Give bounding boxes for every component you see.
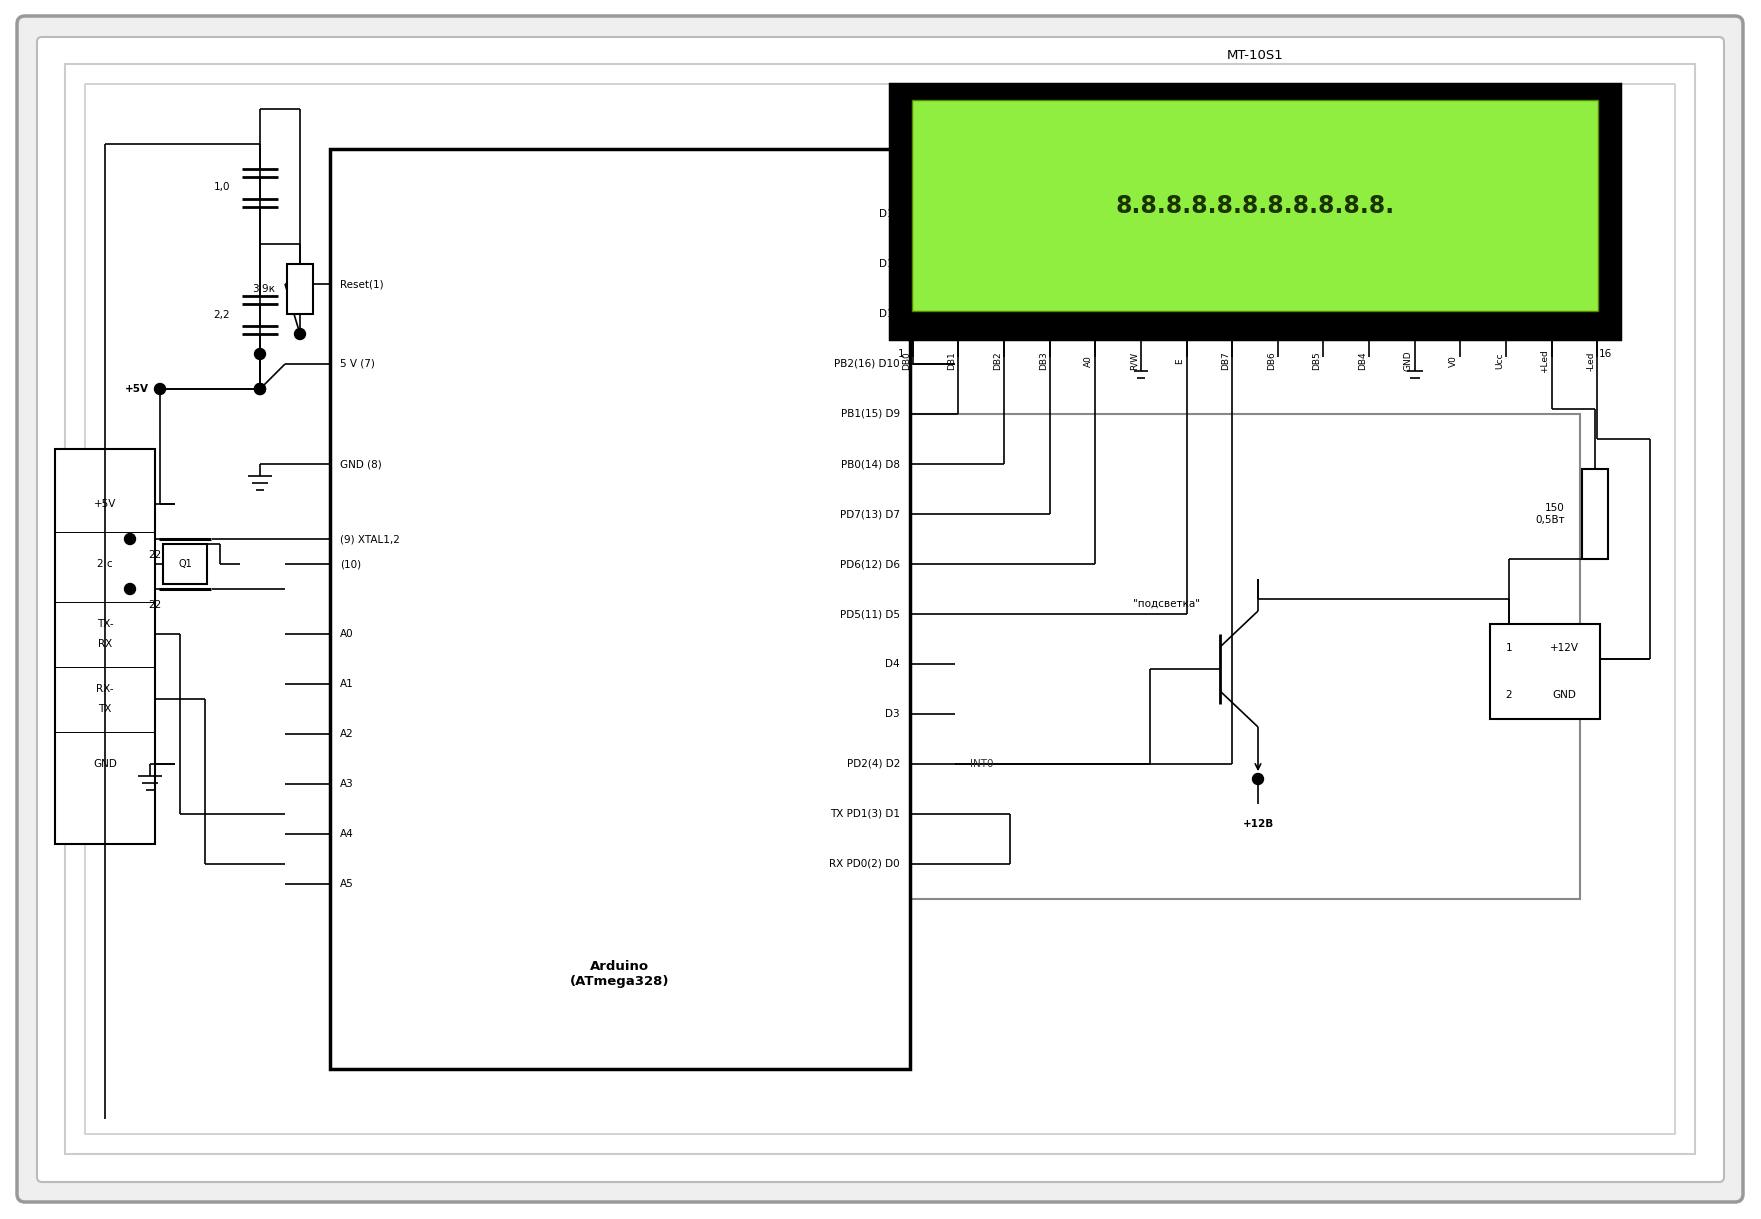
Circle shape: [125, 584, 136, 595]
Text: PB0(14) D8: PB0(14) D8: [842, 460, 900, 469]
Bar: [650, 414, 1580, 898]
Text: DB1: DB1: [947, 351, 956, 371]
Text: DB0: DB0: [902, 351, 910, 371]
Text: V0: V0: [1449, 355, 1458, 367]
Text: D3: D3: [886, 709, 900, 719]
Bar: [85, 84, 1675, 1134]
Text: +12V: +12V: [1550, 642, 1578, 653]
FancyBboxPatch shape: [37, 37, 1724, 1182]
Text: Q1: Q1: [178, 560, 192, 569]
Bar: [287, 265, 313, 315]
Text: PB1(15) D9: PB1(15) D9: [840, 410, 900, 419]
Text: GND (8): GND (8): [340, 460, 382, 469]
Text: RX PD0(2) D0: RX PD0(2) D0: [829, 859, 900, 869]
Circle shape: [255, 349, 266, 360]
Text: RX: RX: [99, 639, 113, 649]
Text: A5: A5: [340, 879, 354, 889]
Bar: [329, 149, 910, 1069]
Text: D13: D13: [879, 208, 900, 219]
Text: 150
0,5Вт: 150 0,5Вт: [1536, 503, 1566, 525]
Text: +5V: +5V: [93, 499, 116, 510]
Text: D4: D4: [886, 659, 900, 669]
Text: R/W: R/W: [1131, 352, 1139, 371]
Text: 22: 22: [148, 550, 162, 560]
Text: +12В: +12В: [1242, 819, 1273, 829]
Text: DB2: DB2: [993, 352, 1002, 371]
Bar: [164, 544, 208, 584]
FancyBboxPatch shape: [18, 16, 1743, 1202]
Bar: [1490, 624, 1601, 719]
Text: PD6(12) D6: PD6(12) D6: [840, 560, 900, 569]
Circle shape: [255, 384, 266, 395]
Text: 1: 1: [898, 349, 905, 360]
Text: 5 V (7): 5 V (7): [340, 360, 375, 369]
Text: 3,9к: 3,9к: [252, 284, 275, 294]
Text: TX: TX: [99, 705, 111, 714]
Circle shape: [125, 534, 136, 545]
Text: +5V: +5V: [125, 384, 150, 394]
Text: GND: GND: [1404, 351, 1412, 372]
Text: Arduino
(ATmega328): Arduino (ATmega328): [571, 961, 669, 989]
Text: A2: A2: [340, 729, 354, 739]
Text: Reset(1): Reset(1): [340, 279, 384, 289]
Text: (9) XTAL1,2: (9) XTAL1,2: [340, 534, 400, 544]
Text: PB2(16) D10: PB2(16) D10: [835, 360, 900, 369]
Circle shape: [155, 384, 166, 395]
Text: Ucc: Ucc: [1495, 352, 1504, 369]
Text: PD7(13) D7: PD7(13) D7: [840, 510, 900, 519]
Text: INT0: INT0: [970, 759, 993, 769]
Text: TX PD1(3) D1: TX PD1(3) D1: [829, 809, 900, 819]
Text: RX-: RX-: [97, 684, 114, 694]
Text: PD5(11) D5: PD5(11) D5: [840, 610, 900, 619]
Text: 1,0: 1,0: [213, 182, 231, 193]
Text: DB5: DB5: [1312, 351, 1321, 371]
Text: A1: A1: [340, 679, 354, 689]
Text: D11: D11: [879, 308, 900, 319]
Text: DB3: DB3: [1039, 351, 1048, 371]
Text: 16: 16: [1599, 349, 1611, 360]
Text: "подсветка": "подсветка": [1132, 599, 1199, 610]
Text: GND: GND: [93, 759, 116, 769]
Text: A3: A3: [340, 779, 354, 789]
Bar: [912, 100, 1597, 311]
Bar: [889, 84, 1620, 339]
Text: (10): (10): [340, 560, 361, 569]
Text: D12: D12: [879, 258, 900, 269]
Text: 2: 2: [1506, 690, 1513, 700]
Bar: [1581, 469, 1608, 560]
Text: 1: 1: [1506, 642, 1513, 653]
Text: 2 с: 2 с: [97, 560, 113, 569]
Text: DB4: DB4: [1358, 352, 1367, 371]
Text: A4: A4: [340, 829, 354, 839]
Text: -Led: -Led: [1587, 351, 1595, 371]
Text: GND: GND: [1551, 690, 1576, 700]
Text: TX-: TX-: [97, 619, 113, 629]
Circle shape: [1252, 774, 1263, 785]
Bar: [65, 65, 1696, 1154]
Text: DB6: DB6: [1266, 351, 1275, 371]
Text: +Led: +Led: [1541, 349, 1550, 373]
Text: 2,2: 2,2: [213, 310, 231, 321]
Text: 22: 22: [148, 600, 162, 610]
Text: PD2(4) D2: PD2(4) D2: [847, 759, 900, 769]
Circle shape: [255, 384, 266, 395]
Bar: [55, 449, 155, 844]
Circle shape: [294, 328, 305, 340]
Text: MT-10S1: MT-10S1: [1227, 49, 1284, 62]
Text: DB7: DB7: [1220, 351, 1231, 371]
Text: E: E: [1176, 358, 1185, 363]
Text: A0: A0: [1085, 355, 1094, 367]
Text: 8.8.8.8.8.8.8.8.8.8.8.: 8.8.8.8.8.8.8.8.8.8.8.: [1115, 194, 1395, 217]
Text: A0: A0: [340, 629, 354, 639]
